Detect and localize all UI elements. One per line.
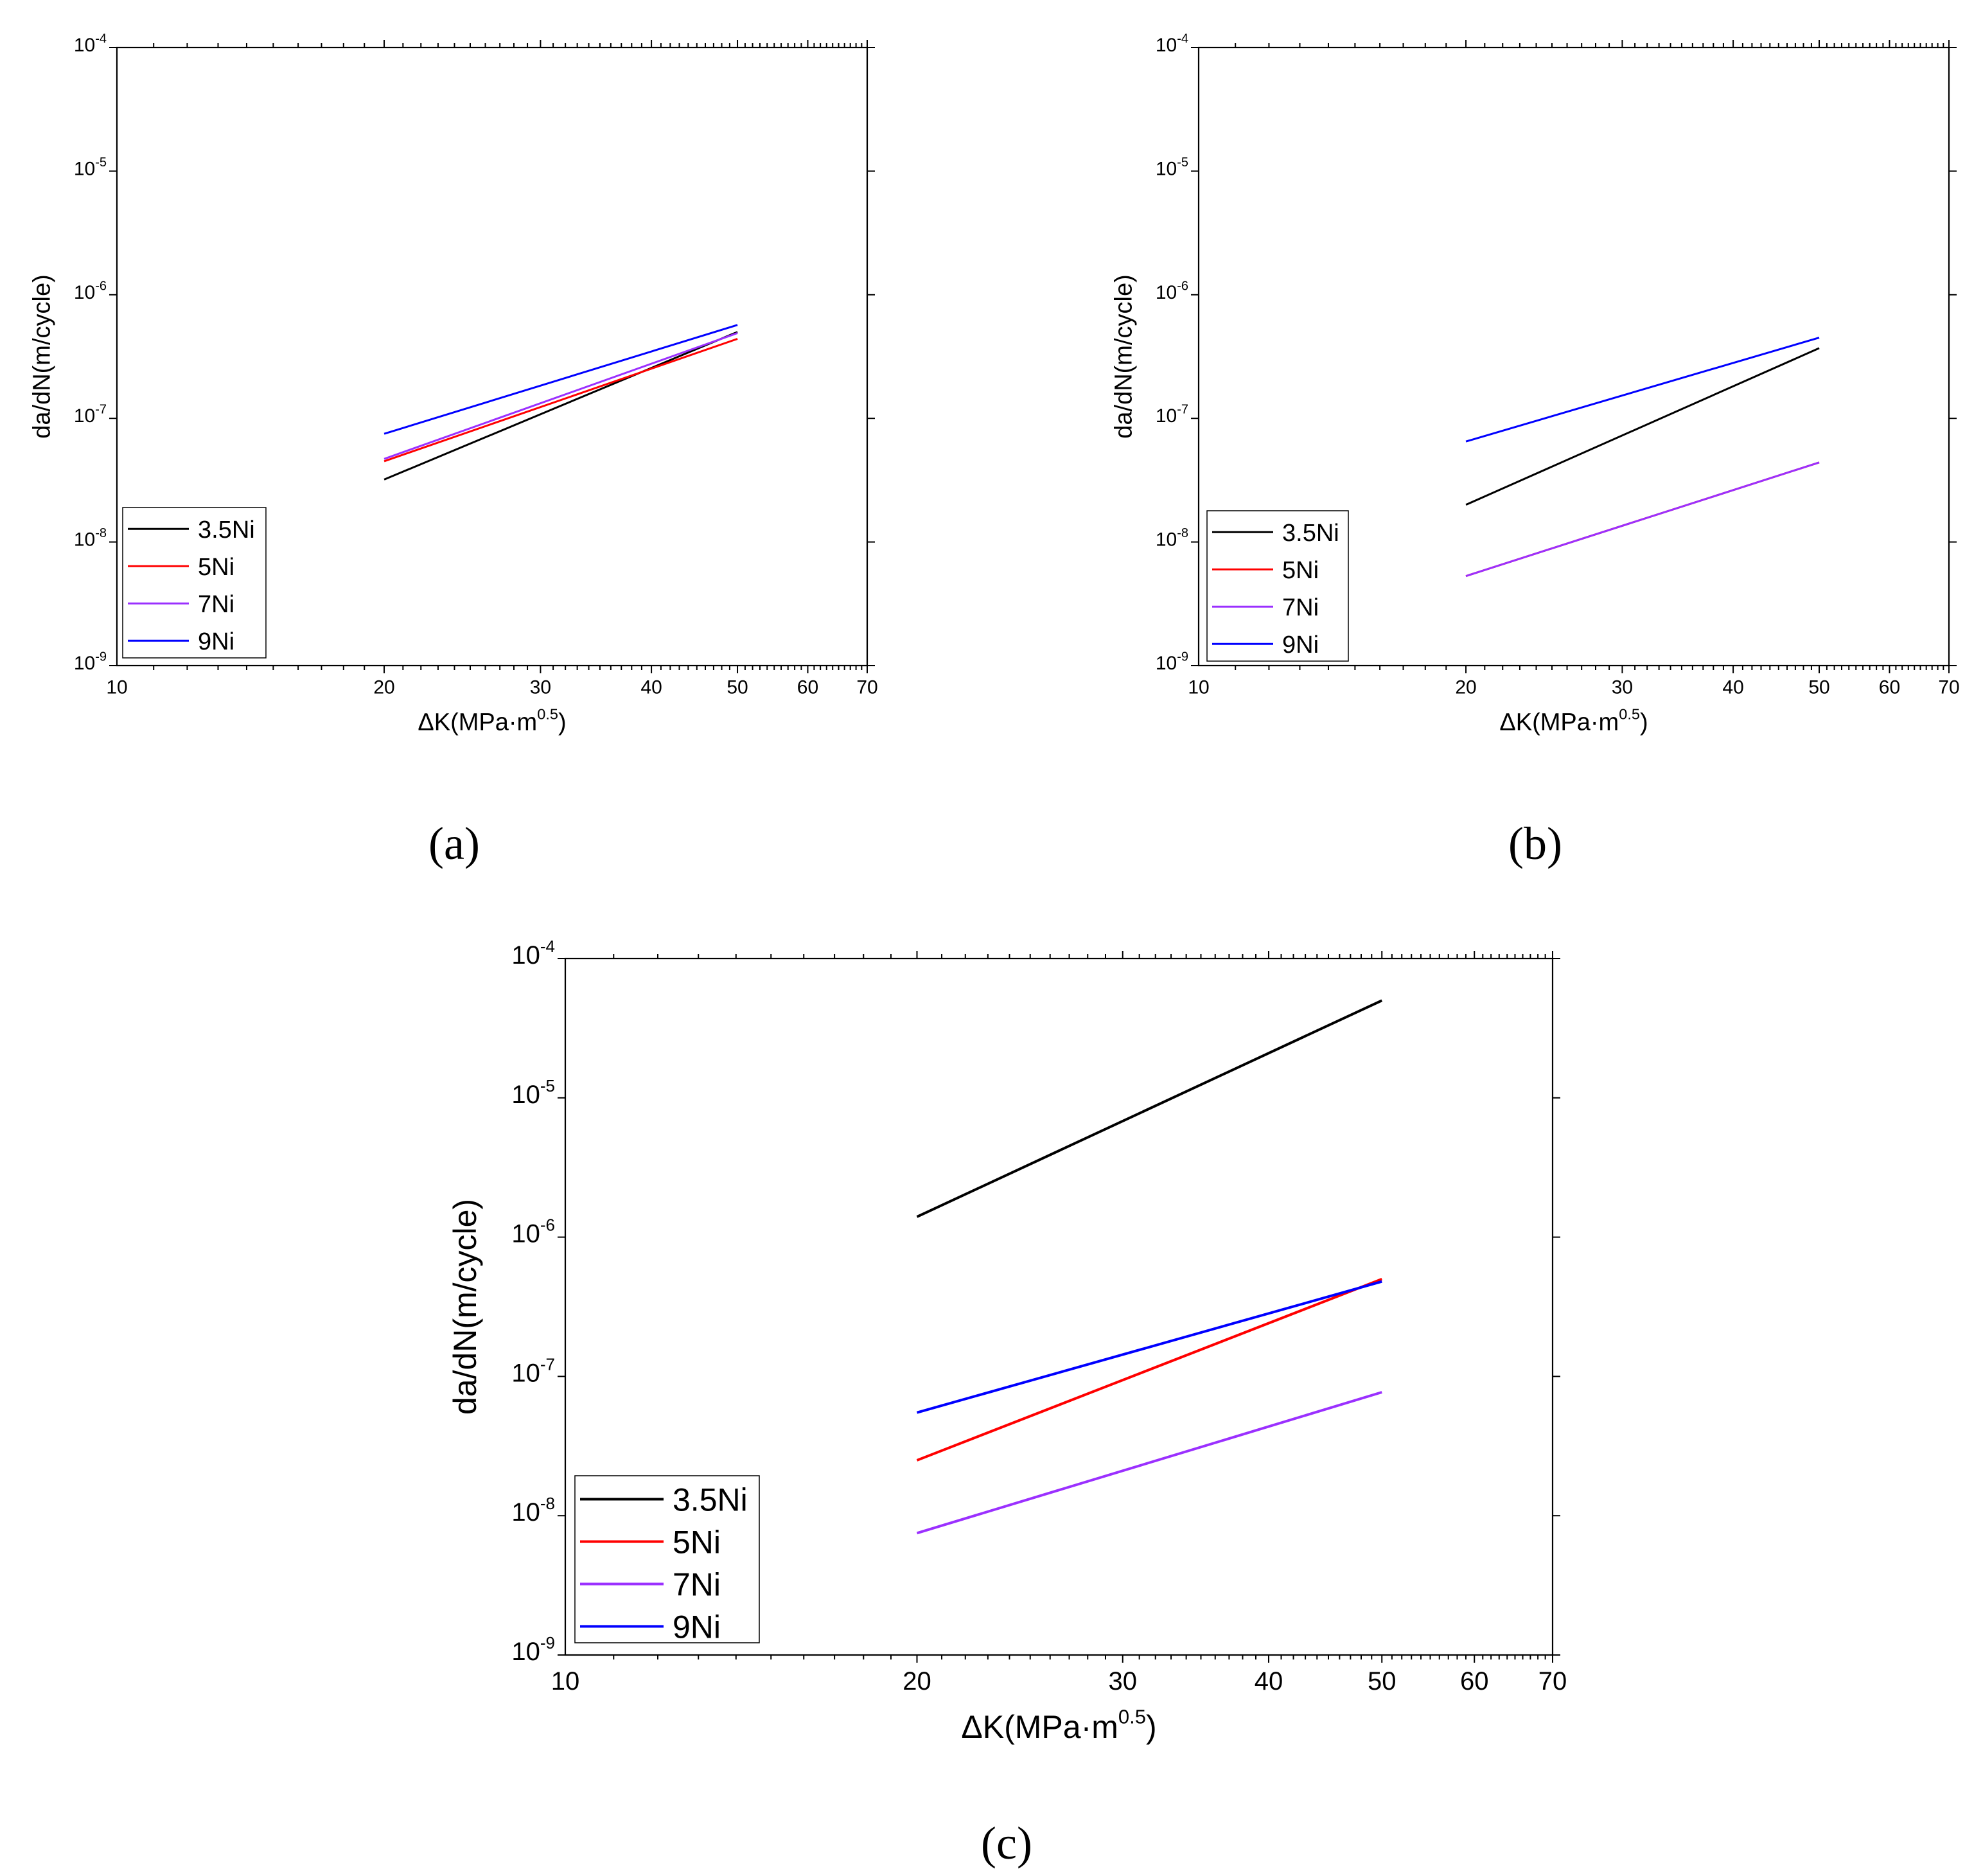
legend-label: 9Ni (673, 1609, 721, 1645)
caption-b: (b) (1508, 818, 1562, 869)
caption-c: (c) (981, 1818, 1032, 1869)
x-tick-label: 30 (530, 677, 551, 698)
x-axis-title: ΔK(MPa·m0.5) (1499, 705, 1648, 736)
panel-b-chart: 10 20 30 40 50 60 70 10-9 10-8 10-7 10-6 10-5 10-4 ΔK… (1110, 32, 1959, 736)
y-tick-label: 10-6 (74, 279, 107, 303)
y-tick-label: 10-9 (1156, 650, 1188, 675)
y-tick-label: 10-8 (1156, 526, 1188, 551)
plot-frame (1197, 46, 1950, 667)
y-tick-label: 10-7 (511, 1354, 555, 1387)
x-tick-label: 30 (1612, 677, 1633, 698)
y-tick-label: 10-4 (74, 32, 107, 57)
series-line-9ni (1465, 337, 1820, 443)
x-tick-label: 20 (903, 1667, 931, 1695)
y-tick-label: 10-4 (511, 937, 555, 969)
x-tick-label: 60 (797, 677, 818, 698)
legend-label: 3.5Ni (1282, 520, 1339, 547)
legend-box (122, 507, 267, 659)
y-tick-label: 10-5 (74, 155, 107, 180)
y-tick-label: 10-5 (1156, 155, 1188, 180)
y-tick-label: 10-9 (511, 1633, 555, 1666)
x-axis-title: ΔK(MPa·m0.5) (418, 705, 566, 736)
x-tick-label: 60 (1460, 1667, 1489, 1695)
series-line-3-5ni (916, 999, 1383, 1218)
series-line-5ni (916, 1277, 1382, 1462)
y-tick-label: 10-9 (74, 650, 107, 675)
series-line-7ni (916, 1391, 1382, 1535)
x-tick-label: 20 (373, 677, 394, 698)
x-axis-title: ΔK(MPa·m0.5) (961, 1706, 1156, 1746)
plot-frame (116, 46, 868, 667)
legend-label: 5Ni (673, 1525, 721, 1561)
series-line-9ni (383, 324, 738, 435)
y-axis-title: da/dN(m/cycle) (447, 1199, 483, 1415)
x-tick-label: 10 (1188, 677, 1209, 698)
x-tick-label: 50 (1808, 677, 1829, 698)
y-axis-title: da/dN(m/cycle) (28, 274, 55, 439)
x-tick-label: 70 (856, 677, 877, 698)
x-tick-label: 70 (1538, 1667, 1567, 1695)
legend-label: 9Ni (1282, 632, 1319, 659)
y-tick-label: 10-6 (1156, 279, 1188, 303)
legend-label: 7Ni (1282, 594, 1319, 621)
legend-label: 7Ni (673, 1567, 721, 1603)
x-tick-label: 30 (1109, 1667, 1138, 1695)
legend-box (574, 1475, 760, 1643)
y-axis-title: da/dN(m/cycle) (1110, 274, 1137, 439)
x-tick-label: 50 (1368, 1667, 1397, 1695)
legend-label: 5Ni (1282, 557, 1319, 584)
x-tick-label: 70 (1938, 677, 1959, 698)
y-tick-label: 10-4 (1156, 32, 1188, 57)
series-line-3-5ni (383, 331, 738, 481)
caption-a: (a) (428, 818, 480, 869)
plot-frame (564, 957, 1554, 1656)
y-tick-label: 10-8 (511, 1494, 555, 1526)
legend-label: 7Ni (198, 591, 234, 618)
x-tick-label: 50 (727, 677, 748, 698)
x-tick-label: 20 (1455, 677, 1476, 698)
x-tick-label: 60 (1879, 677, 1900, 698)
panel-c-chart: 10 20 30 40 50 60 70 10-9 10-8 10-7 10-6 10-5 10-4 ΔK… (447, 937, 1567, 1745)
x-tick-label: 40 (1255, 1667, 1283, 1695)
legend-label: 5Ni (198, 554, 234, 581)
y-tick-label: 10-7 (74, 403, 107, 427)
series-line-9ni (916, 1280, 1382, 1414)
legend-label: 3.5Ni (673, 1482, 748, 1518)
series-line-5ni (383, 337, 738, 463)
x-tick-label: 40 (640, 677, 662, 698)
y-tick-label: 10-8 (74, 526, 107, 551)
series-line-3-5ni (1465, 347, 1820, 506)
series-line-7ni (383, 332, 738, 460)
series-line-7ni (1465, 461, 1820, 578)
legend-label: 9Ni (198, 628, 234, 655)
legend-box (1206, 510, 1349, 662)
x-tick-label: 40 (1722, 677, 1743, 698)
y-tick-label: 10-6 (511, 1216, 555, 1248)
x-tick-label: 10 (551, 1667, 580, 1695)
y-tick-label: 10-7 (1156, 403, 1188, 427)
x-tick-label: 10 (106, 677, 127, 698)
panel-a-chart: 10 20 30 40 50 60 70 10-9 10-8 10-7 10-6 10-5 10-4 ΔK… (28, 32, 877, 736)
legend-label: 3.5Ni (198, 517, 255, 544)
y-tick-label: 10-5 (511, 1076, 555, 1109)
